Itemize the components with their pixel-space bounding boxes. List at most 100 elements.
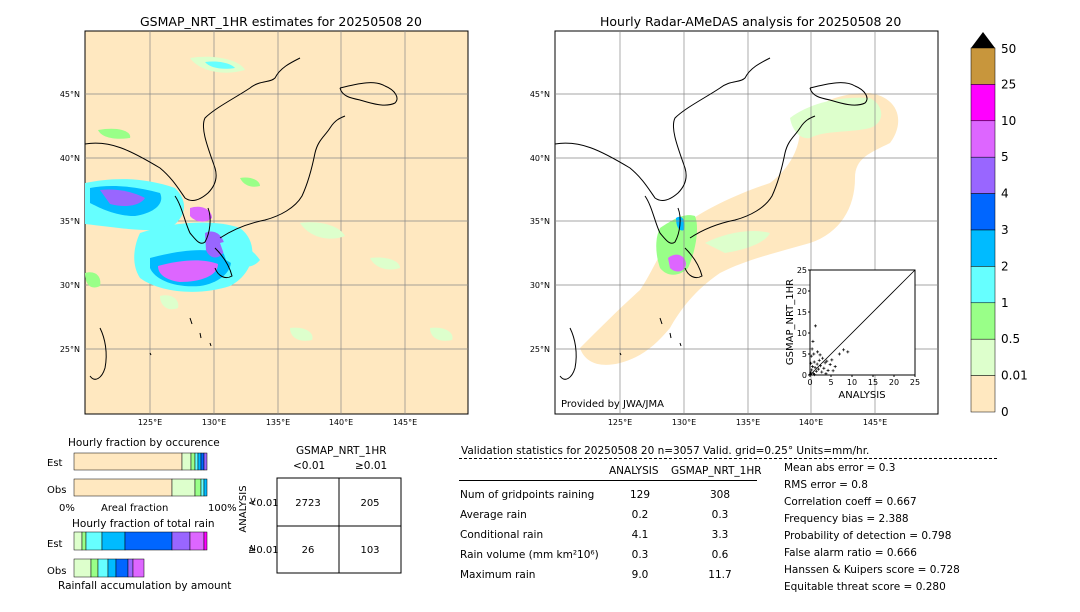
right-lon-145: 145°E <box>863 418 887 427</box>
left-map-title: GSMAP_NRT_1HR estimates for 20250508 20 <box>140 14 422 29</box>
colorbar-box-4 <box>970 193 996 231</box>
occ-x1: 100% <box>208 503 237 514</box>
left-coastlines <box>84 57 398 380</box>
right-lat-40: 40°N <box>530 154 550 163</box>
contingency-col-ge: ≥0.01 <box>355 460 388 472</box>
scatter-point-24 <box>811 339 815 343</box>
scatter-point-5 <box>813 365 817 369</box>
colorbar-box-2 <box>970 120 996 158</box>
scatter-point-9 <box>817 358 821 362</box>
total-rain-xlabel: Rainfall accumulation by amount <box>58 580 232 592</box>
left-lon-130: 130°E <box>202 418 226 427</box>
left-lat-30: 30°N <box>60 281 80 290</box>
right-radar-coverage <box>580 93 899 365</box>
scatter-point-23 <box>813 324 817 328</box>
contingency-row-ge: ≥0.01 <box>248 545 279 556</box>
colorbar-box-9 <box>970 375 996 413</box>
right-lat-25: 25°N <box>530 345 550 354</box>
right-map-title: Hourly Radar-AMeDAS analysis for 2025050… <box>600 14 902 29</box>
one-to-one-line <box>809 269 916 376</box>
col-analysis: ANALYSIS <box>609 465 659 477</box>
scatter-point-11 <box>820 370 824 374</box>
stat-gsmap-4: 11.7 <box>708 569 732 581</box>
scatter-point-13 <box>822 366 826 370</box>
stat-label-4: Maximum rain <box>460 569 536 581</box>
colorbar-label-5: 3 <box>1001 223 1009 237</box>
scatter-point-20 <box>809 354 813 358</box>
occ-row-obs: Obs <box>47 485 66 496</box>
scatter-ytick-1: 5 <box>802 350 807 359</box>
scatter-point-33 <box>824 372 828 376</box>
left-rain-areas <box>85 56 453 341</box>
score-1: RMS error = 0.8 <box>784 479 868 491</box>
right-lat-35: 35°N <box>530 217 550 226</box>
score-3: Frequency bias = 2.388 <box>784 513 909 525</box>
scatter-ytick-4: 20 <box>797 287 807 296</box>
scatter-ytick-0: 0 <box>802 371 807 380</box>
scatter-ytick-5: 25 <box>797 266 807 275</box>
right-lat-30: 30°N <box>530 281 550 290</box>
colorbar-box-5 <box>970 229 996 267</box>
contingency-row-axis: ANALYSIS <box>238 485 249 532</box>
colorbar-label-7: 1 <box>1001 296 1009 310</box>
stat-analysis-2: 4.1 <box>631 529 649 541</box>
left-lon-145: 145°E <box>393 418 417 427</box>
scatter-point-14 <box>823 361 827 365</box>
scatter-point-12 <box>821 356 825 360</box>
stat-label-2: Conditional rain <box>460 529 544 541</box>
cell-tn: 2723 <box>295 498 320 509</box>
left-lat-45: 45°N <box>60 90 80 99</box>
scatter-point-28 <box>842 348 846 352</box>
left-lat-25: 25°N <box>60 345 80 354</box>
stat-label-0: Num of gridpoints raining <box>460 489 595 501</box>
colorbar-box-3 <box>970 156 996 194</box>
scatter-point-16 <box>826 368 830 372</box>
stat-gsmap-0: 308 <box>709 489 731 501</box>
stat-label-1: Average rain <box>460 509 527 521</box>
scatter-point-8 <box>816 367 820 371</box>
colorbar-extend-arrow <box>971 32 995 48</box>
right-lat-45: 45°N <box>530 90 550 99</box>
right-lon-140: 140°E <box>799 418 823 427</box>
tr-row-obs: Obs <box>47 566 66 577</box>
tr-bar-obs <box>73 558 145 578</box>
occ-bar-obs <box>73 478 208 497</box>
scatter-point-22 <box>812 352 816 356</box>
scatter-point-2 <box>811 365 815 369</box>
tr-bar-est <box>73 531 208 551</box>
cell-fn: 26 <box>302 545 315 556</box>
colorbar-label-2: 10 <box>1001 114 1016 128</box>
contingency-row-lt-mark: < <box>248 497 259 505</box>
occ-x0: 0% <box>59 503 75 514</box>
score-6: Hanssen & Kuipers score = 0.728 <box>784 564 960 576</box>
colorbar-label-6: 2 <box>1001 259 1009 273</box>
scatter-xtick-1: 5 <box>828 378 833 387</box>
scatter-point-4 <box>812 360 816 364</box>
scatter-point-31 <box>809 361 813 365</box>
stats-table-rule <box>459 480 757 481</box>
col-gsmap: GSMAP_NRT_1HR <box>671 465 762 477</box>
left-lon-140: 140°E <box>329 418 353 427</box>
left-lon-135: 135°E <box>266 418 290 427</box>
colorbar-label-0: 50 <box>1001 42 1016 56</box>
right-lon-135: 135°E <box>736 418 760 427</box>
scatter-point-17 <box>828 363 832 366</box>
total-rain-title: Hourly fraction of total rain <box>72 518 215 530</box>
right-lon-125: 125°E <box>608 418 632 427</box>
scatter-ytick-3: 15 <box>797 308 807 317</box>
stat-label-3: Rain volume (mm km²10⁶) <box>460 549 599 561</box>
occurrence-chart: Est Obs 0% Areal fraction 100% <box>47 452 237 514</box>
left-map: 45°N 40°N 35°N 30°N 25°N 125°E 130°E 135… <box>60 30 469 427</box>
scatter-point-34 <box>831 369 835 373</box>
stat-analysis-1: 0.2 <box>631 509 649 521</box>
stat-gsmap-1: 0.3 <box>711 509 729 521</box>
occ-row-est: Est <box>47 458 63 469</box>
scatter-xtick-2: 10 <box>847 378 857 387</box>
scatter-xtick-3: 15 <box>868 378 878 387</box>
left-map-grid <box>85 31 468 414</box>
score-5: False alarm ratio = 0.666 <box>784 547 917 559</box>
occurrence-title: Hourly fraction by occurence <box>68 437 220 449</box>
colorbar-box-6 <box>970 266 996 304</box>
colorbar-label-1: 25 <box>1001 77 1016 91</box>
scatter-point-21 <box>810 347 814 351</box>
